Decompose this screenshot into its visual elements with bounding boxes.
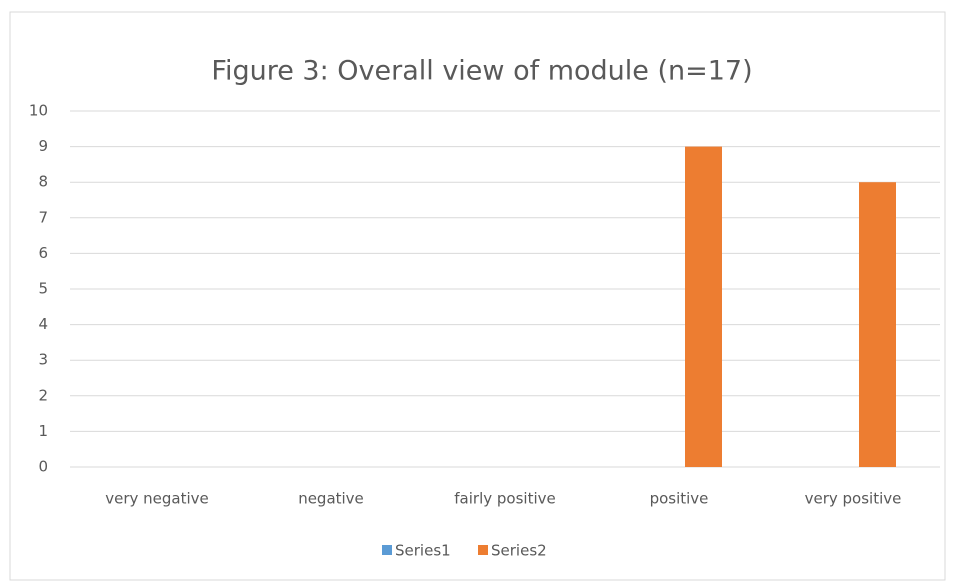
y-tick-label: 2 [38,386,48,404]
x-tick-label: very negative [105,490,209,508]
y-tick-label: 3 [38,351,48,369]
legend-label: Series2 [491,542,547,560]
legend-swatch [382,545,392,555]
y-tick-label: 9 [38,137,48,155]
x-tick-label: positive [650,490,709,508]
legend-swatch [478,545,488,555]
legend-label: Series1 [395,542,451,560]
chart-title: Figure 3: Overall view of module (n=17) [211,56,752,87]
y-tick-label: 8 [38,173,48,191]
y-tick-label: 7 [38,208,48,226]
y-tick-label: 6 [38,244,48,262]
chart-border [9,11,946,581]
y-tick-label: 0 [38,458,48,476]
bar [685,146,722,467]
y-tick-label: 1 [38,422,48,440]
y-tick-label: 4 [38,315,48,333]
x-tick-label: negative [298,490,364,508]
x-tick-label: fairly positive [454,490,555,508]
y-tick-label: 10 [29,102,48,120]
x-tick-label: very positive [805,490,902,508]
y-tick-label: 5 [38,280,48,298]
bar [859,182,896,467]
